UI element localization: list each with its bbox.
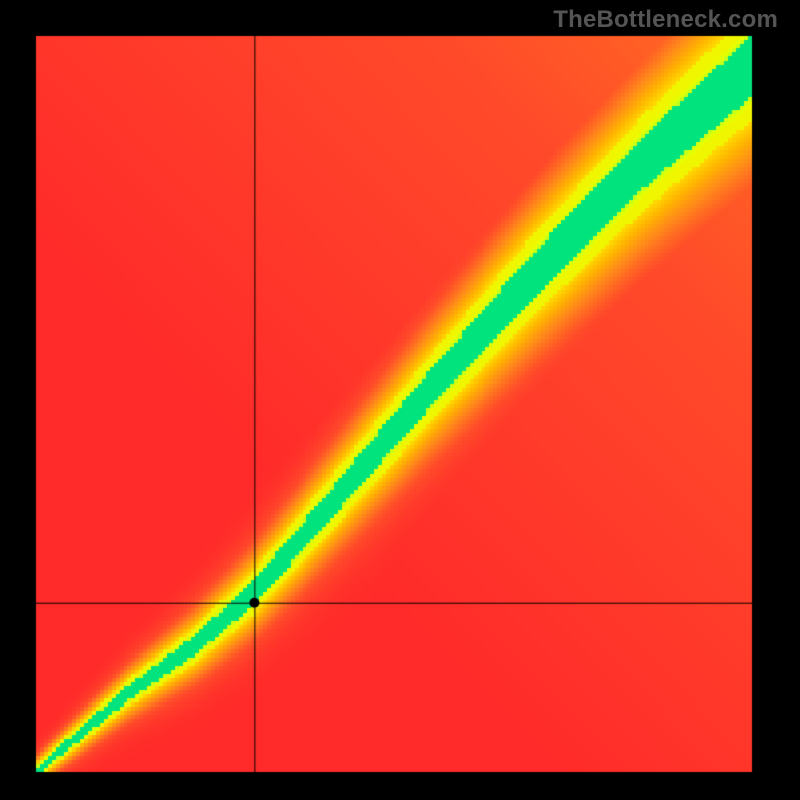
bottleneck-heatmap — [0, 0, 800, 800]
chart-container: { "watermark": { "text": "TheBottleneck.… — [0, 0, 800, 800]
watermark-text: TheBottleneck.com — [553, 6, 778, 34]
